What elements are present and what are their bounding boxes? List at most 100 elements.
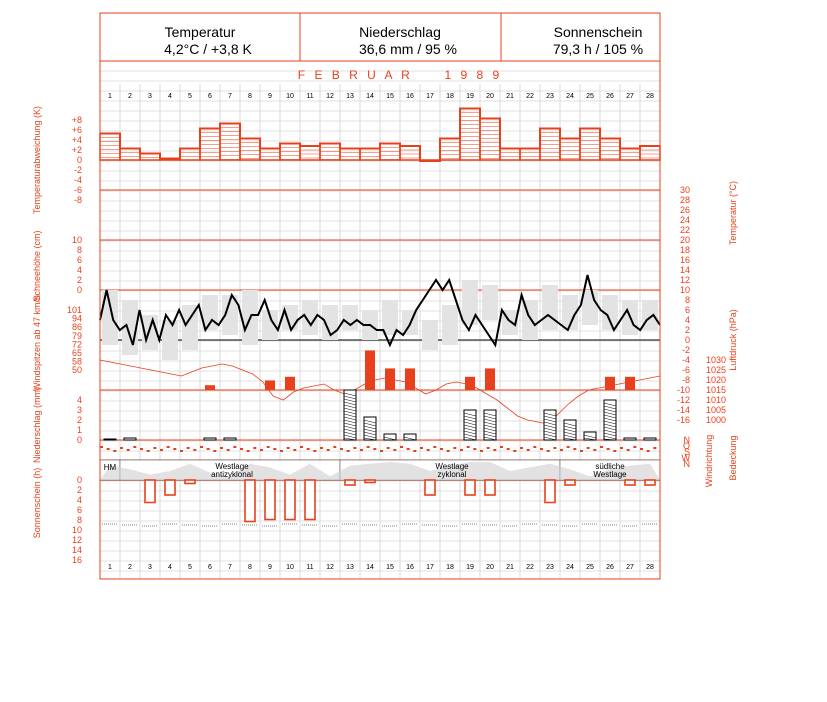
wind-direction-dot — [160, 449, 163, 451]
day-label-top: 12 — [326, 93, 334, 100]
day-label-bottom: 17 — [426, 564, 434, 571]
wind-direction-dot — [366, 446, 370, 448]
day-label-top: 25 — [586, 93, 594, 100]
precip-bar — [403, 433, 417, 441]
sunshine-bar — [564, 479, 576, 486]
day-label-top: 28 — [646, 93, 654, 100]
wind-direction-dot — [306, 448, 310, 450]
precip-hatch — [363, 422, 377, 427]
precip-hatch — [343, 407, 357, 412]
wind-gust-bar — [265, 380, 275, 390]
wind-gust-bar — [205, 385, 215, 390]
sun-axis-title: Sonnenschein (h) — [32, 468, 42, 539]
day-label-top: 11 — [306, 93, 313, 100]
precip-hatch — [543, 412, 557, 417]
day-label-top: 8 — [248, 93, 252, 100]
temperature-range-bar — [382, 300, 398, 335]
precip-hatch — [343, 428, 357, 433]
day-label-bottom: 6 — [208, 564, 212, 571]
precip-hatch — [363, 437, 377, 441]
temp-right-tick: 12 — [680, 275, 690, 285]
anomaly-bar — [599, 137, 621, 161]
wind-direction-tick: O — [683, 441, 690, 451]
temperature-range-bar — [342, 305, 358, 330]
precip-hatch — [543, 415, 557, 420]
day-label-bottom: 7 — [228, 564, 232, 571]
day-label-bottom: 28 — [646, 564, 654, 571]
temp-right-tick: 30 — [680, 185, 690, 195]
anomaly-bar — [219, 122, 241, 161]
day-label-bottom: 21 — [506, 564, 514, 571]
anomaly-step-line — [100, 107, 660, 162]
weather-type-label: Westlage — [435, 462, 469, 471]
weather-type-label: HM — [104, 463, 117, 472]
precip-hatch — [343, 416, 357, 421]
wind-direction-dot — [126, 449, 130, 451]
temp-anomaly-tick: -8 — [74, 195, 82, 205]
day-label-bottom: 2 — [128, 564, 132, 571]
anomaly-bar — [359, 147, 381, 161]
day-label-top: 23 — [546, 93, 554, 100]
wind-direction-dot — [633, 446, 637, 448]
wind-direction-dot — [326, 449, 330, 451]
pressure-tick: 1025 — [706, 365, 726, 375]
wind-gust-bar — [285, 376, 295, 390]
precip-hatch — [343, 425, 357, 430]
anomaly-bar — [619, 147, 641, 161]
precip-hatch — [463, 415, 477, 420]
wind-direction-dot — [146, 450, 150, 452]
precip-tick: 2 — [77, 415, 82, 425]
wind-direction-dot — [193, 449, 197, 451]
wind-direction-dot — [506, 448, 510, 450]
day-label-bottom: 10 — [286, 564, 294, 571]
precip-hatch — [483, 424, 497, 429]
sunshine-bar — [624, 479, 636, 486]
precip-hatch — [343, 392, 357, 397]
wind-direction-dot — [646, 450, 650, 452]
precip-hatch — [583, 437, 597, 441]
snow-tick: 2 — [77, 275, 82, 285]
sun-tick: 12 — [72, 535, 82, 545]
precip-hatch — [343, 431, 357, 436]
precip-hatch — [463, 424, 477, 429]
sunshine-bar — [184, 479, 196, 485]
precip-hatch — [343, 395, 357, 400]
precip-tick: 3 — [77, 405, 82, 415]
sunshine-bar — [424, 479, 436, 496]
sun-tick: 4 — [77, 495, 82, 505]
wind-direction-dot — [266, 446, 270, 448]
temperature-range-bar — [102, 290, 118, 345]
day-label-top: 9 — [268, 93, 272, 100]
day-label-bottom: 27 — [626, 564, 634, 571]
cloud-cover-area — [100, 462, 660, 480]
sunshine-bar — [264, 479, 276, 521]
temperature-range-bar — [302, 300, 318, 335]
sunshine-bar — [304, 479, 316, 521]
wind-direction-dot — [546, 450, 550, 452]
precip-hatch — [343, 410, 357, 415]
wind-direction-dot — [413, 450, 417, 452]
day-label-top: 27 — [626, 93, 634, 100]
wind-gust-bar — [485, 368, 495, 390]
day-label-top: 20 — [486, 93, 494, 100]
precip-hatch — [363, 434, 377, 439]
day-label-top: 24 — [566, 93, 574, 100]
precip-hatch — [603, 408, 617, 413]
sunshine-bar — [484, 479, 496, 496]
day-label-top: 17 — [426, 93, 434, 100]
pressure-tick: 1030 — [706, 355, 726, 365]
pressure-tick: 1010 — [706, 395, 726, 405]
temperature-range-bar — [182, 305, 198, 350]
anomaly-bar — [239, 137, 261, 161]
temp-right-tick: -14 — [677, 405, 690, 415]
day-label-bottom: 13 — [346, 564, 354, 571]
wind-direction-dot — [606, 448, 610, 450]
wind-direction-dot — [380, 450, 383, 452]
wind-direction-dot — [353, 447, 357, 449]
wind-direction-dot — [620, 447, 623, 449]
precip-hatch — [363, 431, 377, 436]
pressure-tick: 1000 — [706, 415, 726, 425]
temperature-range-bar — [582, 290, 598, 325]
temperature-range-bar — [162, 320, 178, 360]
temperature-range-bar — [222, 295, 238, 335]
